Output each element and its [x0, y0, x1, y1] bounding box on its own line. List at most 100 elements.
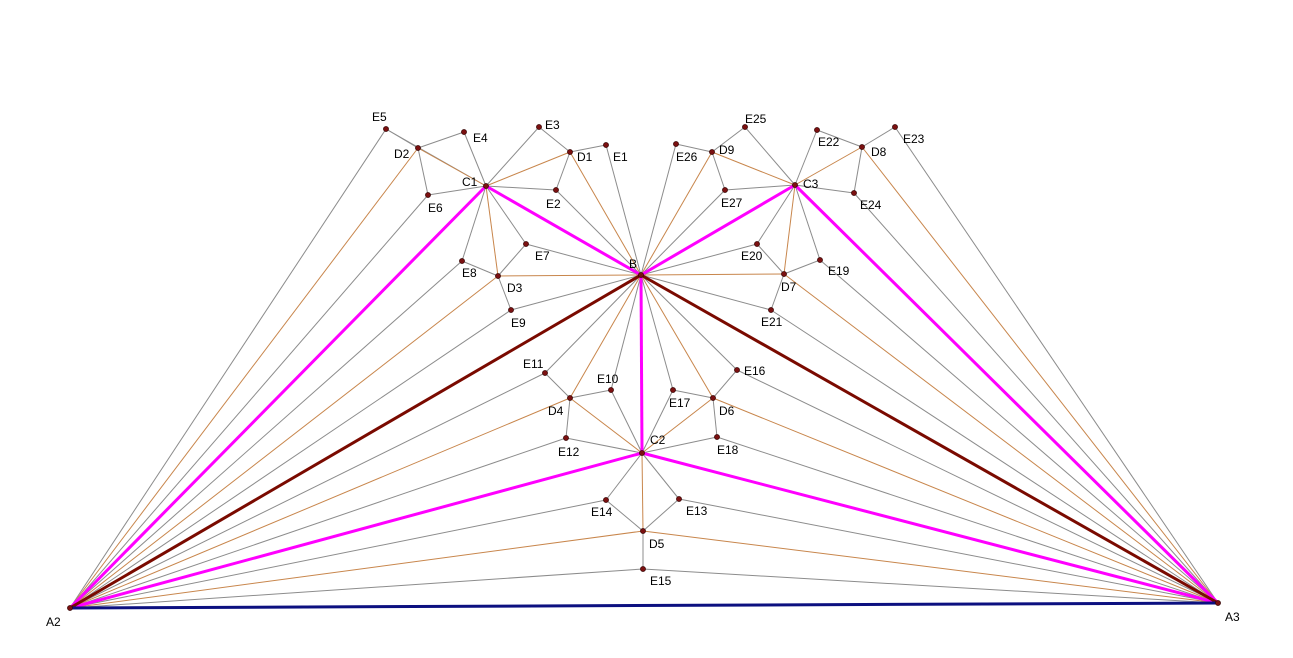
segment-a2-e11	[69, 372, 546, 609]
label-e2: E2	[546, 197, 561, 211]
segment-a3-e21	[770, 309, 1219, 604]
segment-d7-e20	[756, 243, 785, 275]
label-e7: E7	[535, 249, 550, 263]
point-e2	[553, 187, 559, 193]
label-e14: E14	[591, 505, 613, 519]
segment-b-e16	[640, 274, 738, 371]
point-e11	[542, 370, 548, 376]
point-e3	[536, 124, 542, 130]
segment-b-e26	[640, 143, 677, 276]
point-e4	[461, 129, 467, 135]
segment-b-e20	[640, 243, 758, 276]
segment-a2-e14	[69, 499, 607, 609]
segment-c3-a3	[793, 183, 1220, 605]
segment-a3-e18	[716, 436, 1219, 604]
label-d4: D4	[548, 404, 564, 418]
segment-a3-d5	[642, 530, 1219, 604]
label-d7: D7	[781, 280, 797, 294]
segment-c3-d8	[794, 146, 863, 186]
segment-d3-e9	[497, 275, 512, 311]
segment-b-d4	[569, 274, 642, 399]
segment-a3-e24	[853, 192, 1219, 604]
segment-d3-e7	[497, 243, 527, 277]
segment-c2-d6	[641, 397, 714, 454]
point-e13	[676, 496, 682, 502]
points	[67, 124, 1221, 611]
segment-c3-e27	[724, 184, 796, 191]
segment-b-e21	[640, 274, 772, 311]
label-d6: D6	[719, 404, 735, 418]
label-e27: E27	[721, 196, 743, 210]
segment-a2-c2	[69, 451, 643, 610]
label-e6: E6	[428, 201, 443, 215]
segment-d9-e27	[711, 151, 726, 191]
segment-a3-d8	[861, 146, 1219, 604]
segment-b-d6	[640, 274, 714, 399]
segment-a2-d5	[69, 530, 644, 609]
point-e22	[814, 127, 820, 133]
segment-c1-e8	[461, 185, 487, 262]
label-c1: C1	[462, 175, 478, 189]
label-e3: E3	[545, 118, 560, 132]
segment-a2-a3	[69, 601, 1219, 610]
label-e23: E23	[903, 132, 925, 146]
segment-d8-e23	[861, 126, 896, 148]
label-d1: D1	[577, 150, 593, 164]
segment-c1-e7	[485, 185, 527, 245]
segment-b-e27	[640, 189, 726, 276]
segment-d6-e16	[712, 369, 738, 399]
segment-c1-d3	[485, 185, 499, 277]
label-e13: E13	[686, 504, 708, 518]
label-a2: A2	[46, 615, 61, 629]
segment-c1-e2	[485, 185, 557, 191]
label-e10: E10	[597, 372, 619, 386]
label-e18: E18	[717, 443, 739, 457]
point-d2	[415, 145, 421, 151]
point-e10	[608, 387, 614, 393]
point-e17	[670, 387, 676, 393]
segment-d4-e10	[569, 389, 612, 399]
point-e27	[722, 187, 728, 193]
point-a3	[1215, 600, 1221, 606]
label-e22: E22	[818, 135, 840, 149]
segment-b-e2	[555, 189, 642, 276]
label-e19: E19	[828, 264, 850, 278]
construction-lines	[68, 126, 1220, 610]
segment-a2-d2	[69, 147, 419, 609]
segment-d4-e11	[544, 372, 571, 399]
segment-c2-e17	[641, 389, 674, 454]
segment-a2-e5	[69, 128, 387, 609]
label-d2: D2	[394, 147, 410, 161]
point-e20	[754, 241, 760, 247]
segment-c3-e19	[794, 184, 821, 261]
label-e5: E5	[372, 110, 387, 124]
label-e4: E4	[473, 131, 488, 145]
label-e16: E16	[744, 364, 766, 378]
segment-a2-e12	[69, 437, 567, 609]
label-e9: E9	[511, 316, 526, 330]
label-a3: A3	[1225, 610, 1240, 624]
point-e8	[459, 258, 465, 264]
point-e5	[383, 126, 389, 132]
segment-a3-e16	[736, 369, 1219, 604]
segment-c2-e13	[641, 452, 680, 500]
point-d1	[567, 149, 573, 155]
segment-c1-e4	[463, 131, 487, 187]
segment-d1-e2	[555, 151, 571, 191]
segment-d9-e26	[675, 143, 713, 153]
segment-b-e1	[605, 144, 642, 276]
point-e25	[742, 124, 748, 130]
point-e1	[603, 142, 609, 148]
segment-b-e7	[525, 243, 642, 276]
point-e26	[673, 141, 679, 147]
label-e26: E26	[676, 150, 698, 164]
segment-a2-d3	[69, 275, 499, 609]
segment-c3-d9	[711, 151, 796, 186]
label-e8: E8	[462, 266, 477, 280]
label-e11: E11	[523, 357, 544, 371]
point-a2	[67, 605, 73, 611]
point-d5	[640, 528, 646, 534]
segment-a3-e23	[894, 126, 1219, 604]
segment-c2-d5	[641, 452, 644, 532]
point-d6	[710, 395, 716, 401]
